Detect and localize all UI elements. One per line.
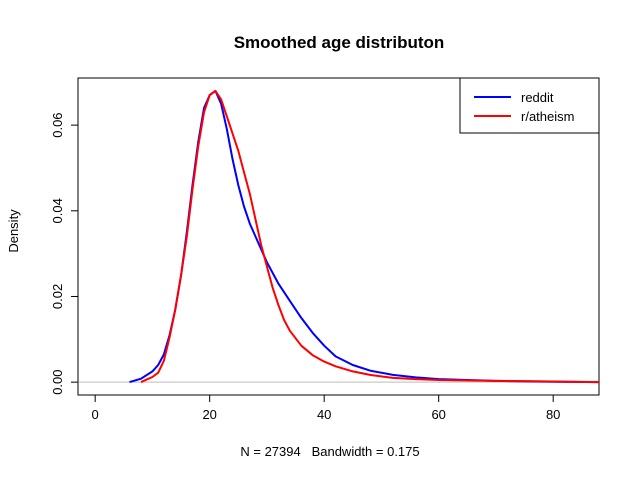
y-tick-label: 0.00 bbox=[50, 369, 65, 394]
x-tick-label: 40 bbox=[317, 407, 331, 422]
series-layer bbox=[129, 89, 600, 384]
x-tick-label: 20 bbox=[202, 407, 216, 422]
x-tick-label: 0 bbox=[92, 407, 99, 422]
x-axis: 0 20 40 60 80 bbox=[92, 394, 560, 422]
legend-entry: r/atheism bbox=[521, 109, 574, 124]
series-line-r-atheism bbox=[140, 89, 600, 384]
legend-entry: reddit bbox=[521, 90, 554, 105]
y-tick-label: 0.04 bbox=[50, 198, 65, 223]
x-tick-label: 80 bbox=[546, 407, 560, 422]
y-tick-label: 0.06 bbox=[50, 112, 65, 137]
legend-box bbox=[459, 77, 600, 134]
y-axis-label: Density bbox=[6, 209, 21, 253]
x-axis-label: N = 27394 Bandwidth = 0.175 bbox=[240, 444, 419, 459]
y-tick-label: 0.02 bbox=[50, 284, 65, 309]
legend: reddit r/atheism bbox=[459, 77, 600, 134]
y-axis: 0.00 0.02 0.04 0.06 bbox=[50, 112, 79, 395]
chart-title: Smoothed age distributon bbox=[234, 33, 445, 52]
x-tick-label: 60 bbox=[431, 407, 445, 422]
